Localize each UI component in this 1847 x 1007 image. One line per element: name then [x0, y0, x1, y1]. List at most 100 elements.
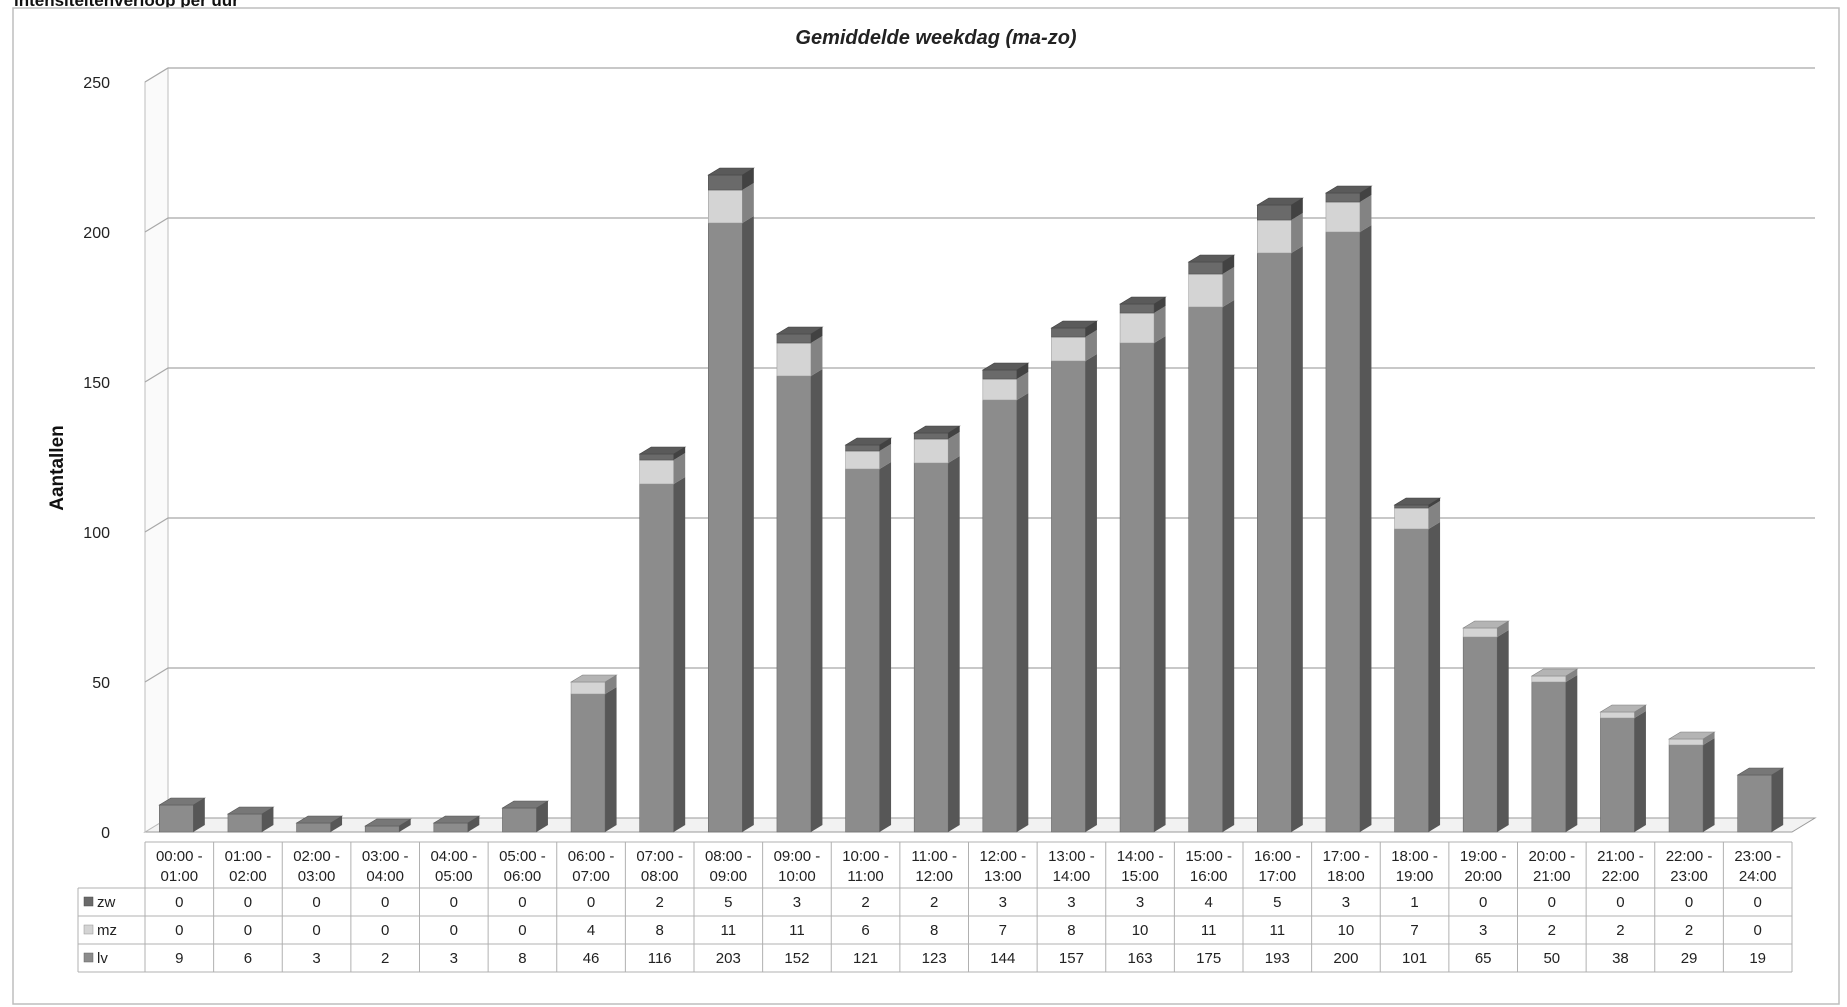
bar-side	[261, 807, 274, 832]
table-cell-value: 203	[716, 950, 741, 967]
bar-front	[1325, 192, 1361, 203]
bar-mz	[1394, 501, 1441, 530]
table-cell-value: 0	[244, 922, 252, 939]
bar-side	[399, 819, 411, 832]
table-cell-value: 65	[1475, 950, 1492, 967]
bar-lv	[1051, 354, 1097, 833]
table-cell-value: 6	[861, 922, 869, 939]
bar-front	[982, 378, 1018, 401]
table-cell-value: 7	[1410, 922, 1418, 939]
bar-front	[1051, 336, 1086, 362]
bar-front	[502, 807, 537, 833]
bar-side	[1428, 498, 1441, 508]
table-cell-value: 2	[656, 894, 664, 911]
table-cell-value: 8	[1067, 922, 1075, 939]
table-cell-value: 0	[450, 922, 458, 939]
bar-top-cap	[1599, 704, 1648, 713]
bar-top-cap	[364, 818, 412, 827]
table-cell-value: 0	[518, 894, 526, 911]
bar-side	[1359, 195, 1372, 232]
bar-side	[1565, 669, 1578, 682]
gridline	[144, 67, 1815, 83]
bar-lv	[1668, 738, 1715, 833]
y-tick-label: 200	[83, 225, 110, 242]
table-cell-value: 5	[1273, 894, 1281, 911]
bar-front	[913, 438, 949, 464]
bar-top-cap	[569, 674, 618, 683]
bar-lv	[570, 687, 617, 833]
table-cell-value: 3	[1067, 894, 1075, 911]
bar-top-cap	[295, 815, 344, 824]
table-cell-value: 163	[1128, 950, 1153, 967]
bar-side	[948, 426, 960, 439]
table-cell-value: 0	[1616, 894, 1624, 911]
x-category-label: 05:00	[435, 868, 473, 885]
bar-side	[1497, 621, 1509, 637]
x-category-label: 08:00	[641, 868, 679, 885]
table-cell-value: 8	[930, 922, 938, 939]
bar-lv	[1462, 630, 1509, 833]
bar-side	[1222, 300, 1235, 832]
bar-zw	[1188, 255, 1235, 275]
bar-mz	[982, 372, 1029, 401]
bar-top-cap	[638, 446, 687, 455]
table-cell-value: 9	[175, 950, 183, 967]
table-cell-value: 0	[175, 894, 183, 911]
x-category-label: 24:00	[1739, 868, 1777, 885]
x-category-label: 16:00 -	[1254, 848, 1301, 865]
bar-side	[1016, 372, 1029, 400]
table-cell-value: 2	[1616, 922, 1624, 939]
bar-side	[605, 687, 617, 832]
bar-lv	[1600, 711, 1646, 833]
table-cell-value: 116	[648, 950, 672, 967]
x-category-label: 02:00	[229, 868, 267, 885]
bar-lv	[1188, 300, 1235, 833]
bar-side	[948, 456, 960, 832]
table-cell-value: 3	[312, 950, 320, 967]
bar-front	[1600, 711, 1635, 719]
bar-lv	[1257, 246, 1303, 833]
table-cell-value: 121	[853, 950, 878, 967]
bar-front	[845, 444, 880, 452]
bar-side	[1291, 213, 1303, 253]
bar-side	[1634, 711, 1646, 832]
bar-mz	[1325, 195, 1372, 233]
table-cell-value: 152	[784, 950, 809, 967]
x-category-label: 04:00 -	[430, 848, 477, 865]
bar-side	[1703, 738, 1715, 832]
bar-front	[913, 462, 949, 833]
bar-mz	[845, 444, 892, 470]
table-cell-value: 0	[587, 894, 595, 911]
table-cell-value: 0	[312, 922, 320, 939]
bar-front	[845, 450, 880, 470]
table-cell-value: 144	[990, 950, 1015, 967]
bar-front	[1462, 636, 1498, 833]
legend-key-mz	[83, 924, 94, 935]
bar-lv	[639, 477, 686, 833]
bar-side	[879, 438, 892, 451]
bar-lv	[1119, 336, 1166, 833]
bar-lv	[913, 456, 960, 833]
bar-side	[1085, 354, 1097, 832]
bar-lv	[227, 807, 274, 833]
bar-top-cap	[775, 326, 824, 335]
x-category-label: 22:00 -	[1666, 848, 1713, 865]
table-cell-value: 11	[1201, 922, 1217, 939]
x-category-label: 02:00 -	[293, 848, 340, 865]
x-category-label: 09:00 -	[774, 848, 821, 865]
table-cell-value: 0	[244, 894, 252, 911]
bar-side	[330, 816, 343, 832]
bar-side	[673, 477, 686, 832]
bar-side	[1154, 297, 1166, 313]
table-cell-value: 19	[1749, 950, 1766, 967]
table-cell-value: 175	[1196, 950, 1221, 967]
bar-side	[742, 216, 754, 832]
bar-front	[1051, 360, 1086, 833]
table-cell-value: 2	[1548, 922, 1556, 939]
table-cell-value: 0	[312, 894, 320, 911]
table-cell-value: 3	[1479, 922, 1487, 939]
table-cell-value: 3	[1136, 894, 1144, 911]
y-tick-label: 100	[83, 525, 110, 542]
table-cell-value: 0	[1548, 894, 1556, 911]
x-category-label: 22:00	[1602, 868, 1640, 885]
